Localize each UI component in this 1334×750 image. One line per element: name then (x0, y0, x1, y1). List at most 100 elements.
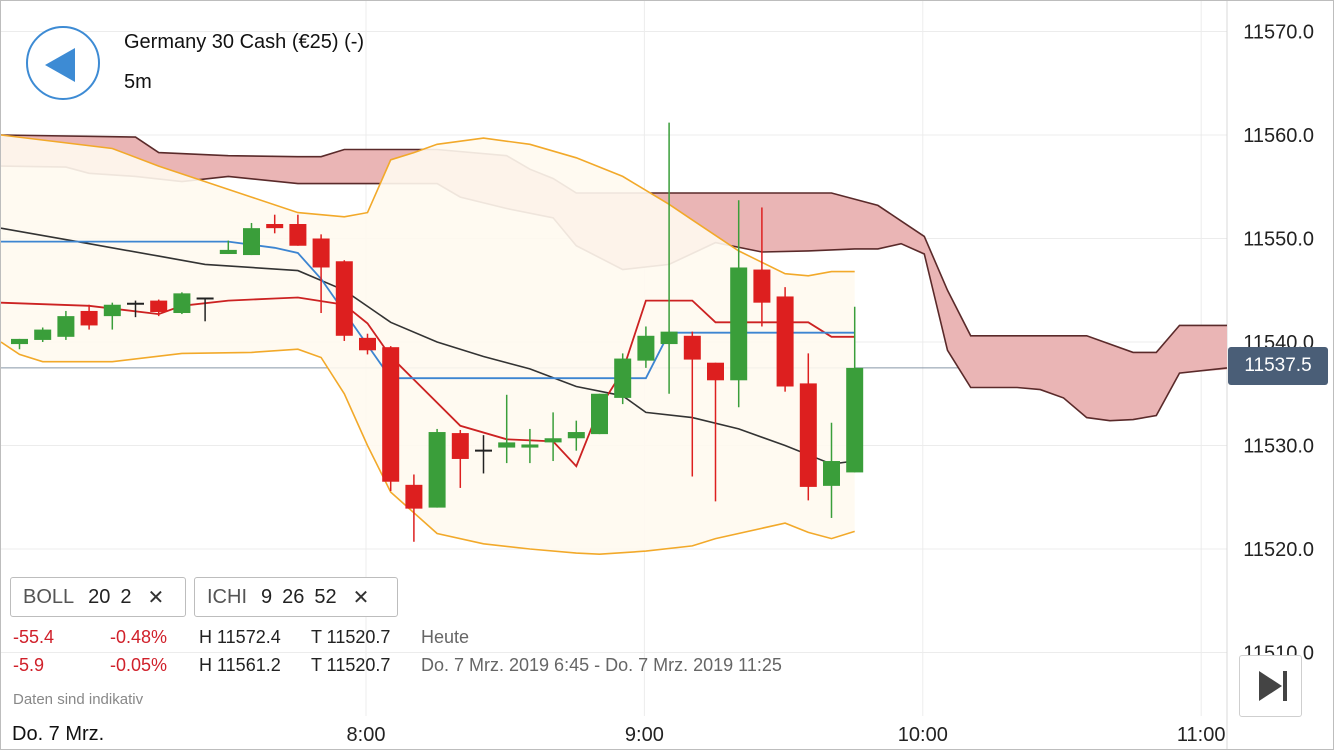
price-tick-label: 11560.0 (1243, 125, 1314, 147)
indicator-chip-ichi[interactable]: ICHI 9 26 52 ✕ (194, 577, 398, 617)
chikou-span-line (1, 227, 855, 465)
low-value: T 11520.7 (311, 627, 391, 647)
candle (707, 362, 724, 502)
chevron-left-icon (45, 48, 75, 82)
candle (521, 428, 539, 464)
indicator-name: BOLL (23, 585, 75, 608)
candle (660, 122, 678, 394)
timeframe-label[interactable]: 5m (124, 71, 152, 93)
candle (753, 207, 771, 327)
candle (428, 428, 446, 508)
time-tick-label: 8:00 (347, 724, 386, 746)
candle (196, 297, 214, 322)
close-icon[interactable]: ✕ (147, 586, 165, 609)
change-value: -5.9 (13, 655, 45, 675)
candle (498, 394, 516, 464)
period-label: Do. 7 Mrz. 2019 6:45 - Do. 7 Mrz. 2019 1… (421, 655, 782, 675)
high-value: H 11572.4 (199, 627, 281, 647)
bollinger-upper-line (1, 134, 855, 277)
candle-body (405, 484, 423, 509)
bollinger-lower-line (1, 341, 855, 556)
period-label: Heute (421, 627, 470, 647)
price-tick-label: 11530.0 (1243, 436, 1314, 458)
indicator-chip-boll[interactable]: BOLL 20 2 ✕ (10, 577, 186, 617)
candle-body (266, 224, 284, 229)
current-price-badge: 11537.5 (1228, 347, 1328, 385)
indicator-name: ICHI (207, 585, 247, 608)
candle-body (57, 316, 75, 337)
candle (475, 435, 492, 474)
candle-body (335, 261, 353, 336)
candle-body (11, 338, 28, 345)
scroll-to-end-button[interactable] (1239, 655, 1302, 717)
candle (80, 304, 98, 330)
candle-body (846, 367, 864, 473)
candle (359, 333, 376, 355)
high-value: H 11561.2 (199, 655, 281, 675)
candle-body (591, 393, 608, 435)
candle-body (707, 362, 724, 381)
candle-body (683, 335, 701, 360)
candle (127, 300, 144, 318)
candle-body (637, 335, 655, 361)
low-value: T 11520.7 (311, 655, 391, 675)
time-tick-label: 9:00 (625, 724, 664, 746)
candle (150, 299, 168, 317)
indicator-param: 2 (120, 585, 132, 608)
change-percent: -0.05% (110, 655, 168, 675)
candle (683, 331, 701, 477)
candle (451, 429, 469, 488)
time-tick-label: 10:00 (898, 724, 948, 746)
candle-body (753, 269, 771, 303)
candle-body (567, 432, 585, 439)
candle (173, 292, 191, 315)
candle-body (34, 329, 52, 340)
candle (34, 327, 52, 342)
candle (544, 412, 562, 462)
candle (335, 260, 353, 341)
candle-body (544, 438, 562, 443)
close-icon[interactable]: ✕ (352, 586, 370, 609)
candle (103, 302, 121, 330)
bollinger-bands (1, 134, 855, 556)
candle-body (730, 267, 748, 381)
candle-body (382, 347, 400, 482)
back-button[interactable] (26, 26, 100, 100)
candle (312, 234, 330, 314)
candle-body (80, 310, 98, 326)
candle (591, 393, 608, 435)
candle-body (521, 444, 539, 448)
indicator-param: 26 (282, 585, 305, 608)
candle-body (614, 358, 632, 398)
disclaimer-text: Daten sind indikativ (13, 691, 144, 708)
candle-body (103, 304, 121, 317)
candle-body (823, 461, 840, 486)
instrument-title: Germany 30 Cash (€25) (-) (124, 31, 365, 53)
indicator-param: 52 (314, 585, 337, 608)
candle (243, 222, 260, 256)
candle (846, 306, 864, 473)
time-tick-label: 11:00 (1177, 724, 1226, 746)
change-value: -55.4 (13, 627, 55, 647)
senkou-span-a (1, 134, 1227, 354)
candle (219, 240, 237, 255)
candle-body (359, 337, 376, 351)
candle-body (776, 296, 794, 387)
candle (730, 200, 748, 408)
indicator-param: 9 (261, 585, 273, 608)
candle-body (799, 383, 817, 487)
price-tick-label: 11550.0 (1243, 229, 1314, 251)
candle-body (289, 224, 307, 246)
candle (57, 310, 75, 340)
change-percent: -0.48% (110, 627, 168, 647)
candle-body (312, 238, 330, 268)
date-label: Do. 7 Mrz. (2, 719, 115, 749)
candle (567, 420, 585, 451)
candle-body (451, 433, 469, 459)
skip-to-end-icon (1259, 671, 1287, 701)
candle-body (150, 300, 168, 312)
candle (614, 353, 632, 405)
candle (776, 287, 794, 392)
